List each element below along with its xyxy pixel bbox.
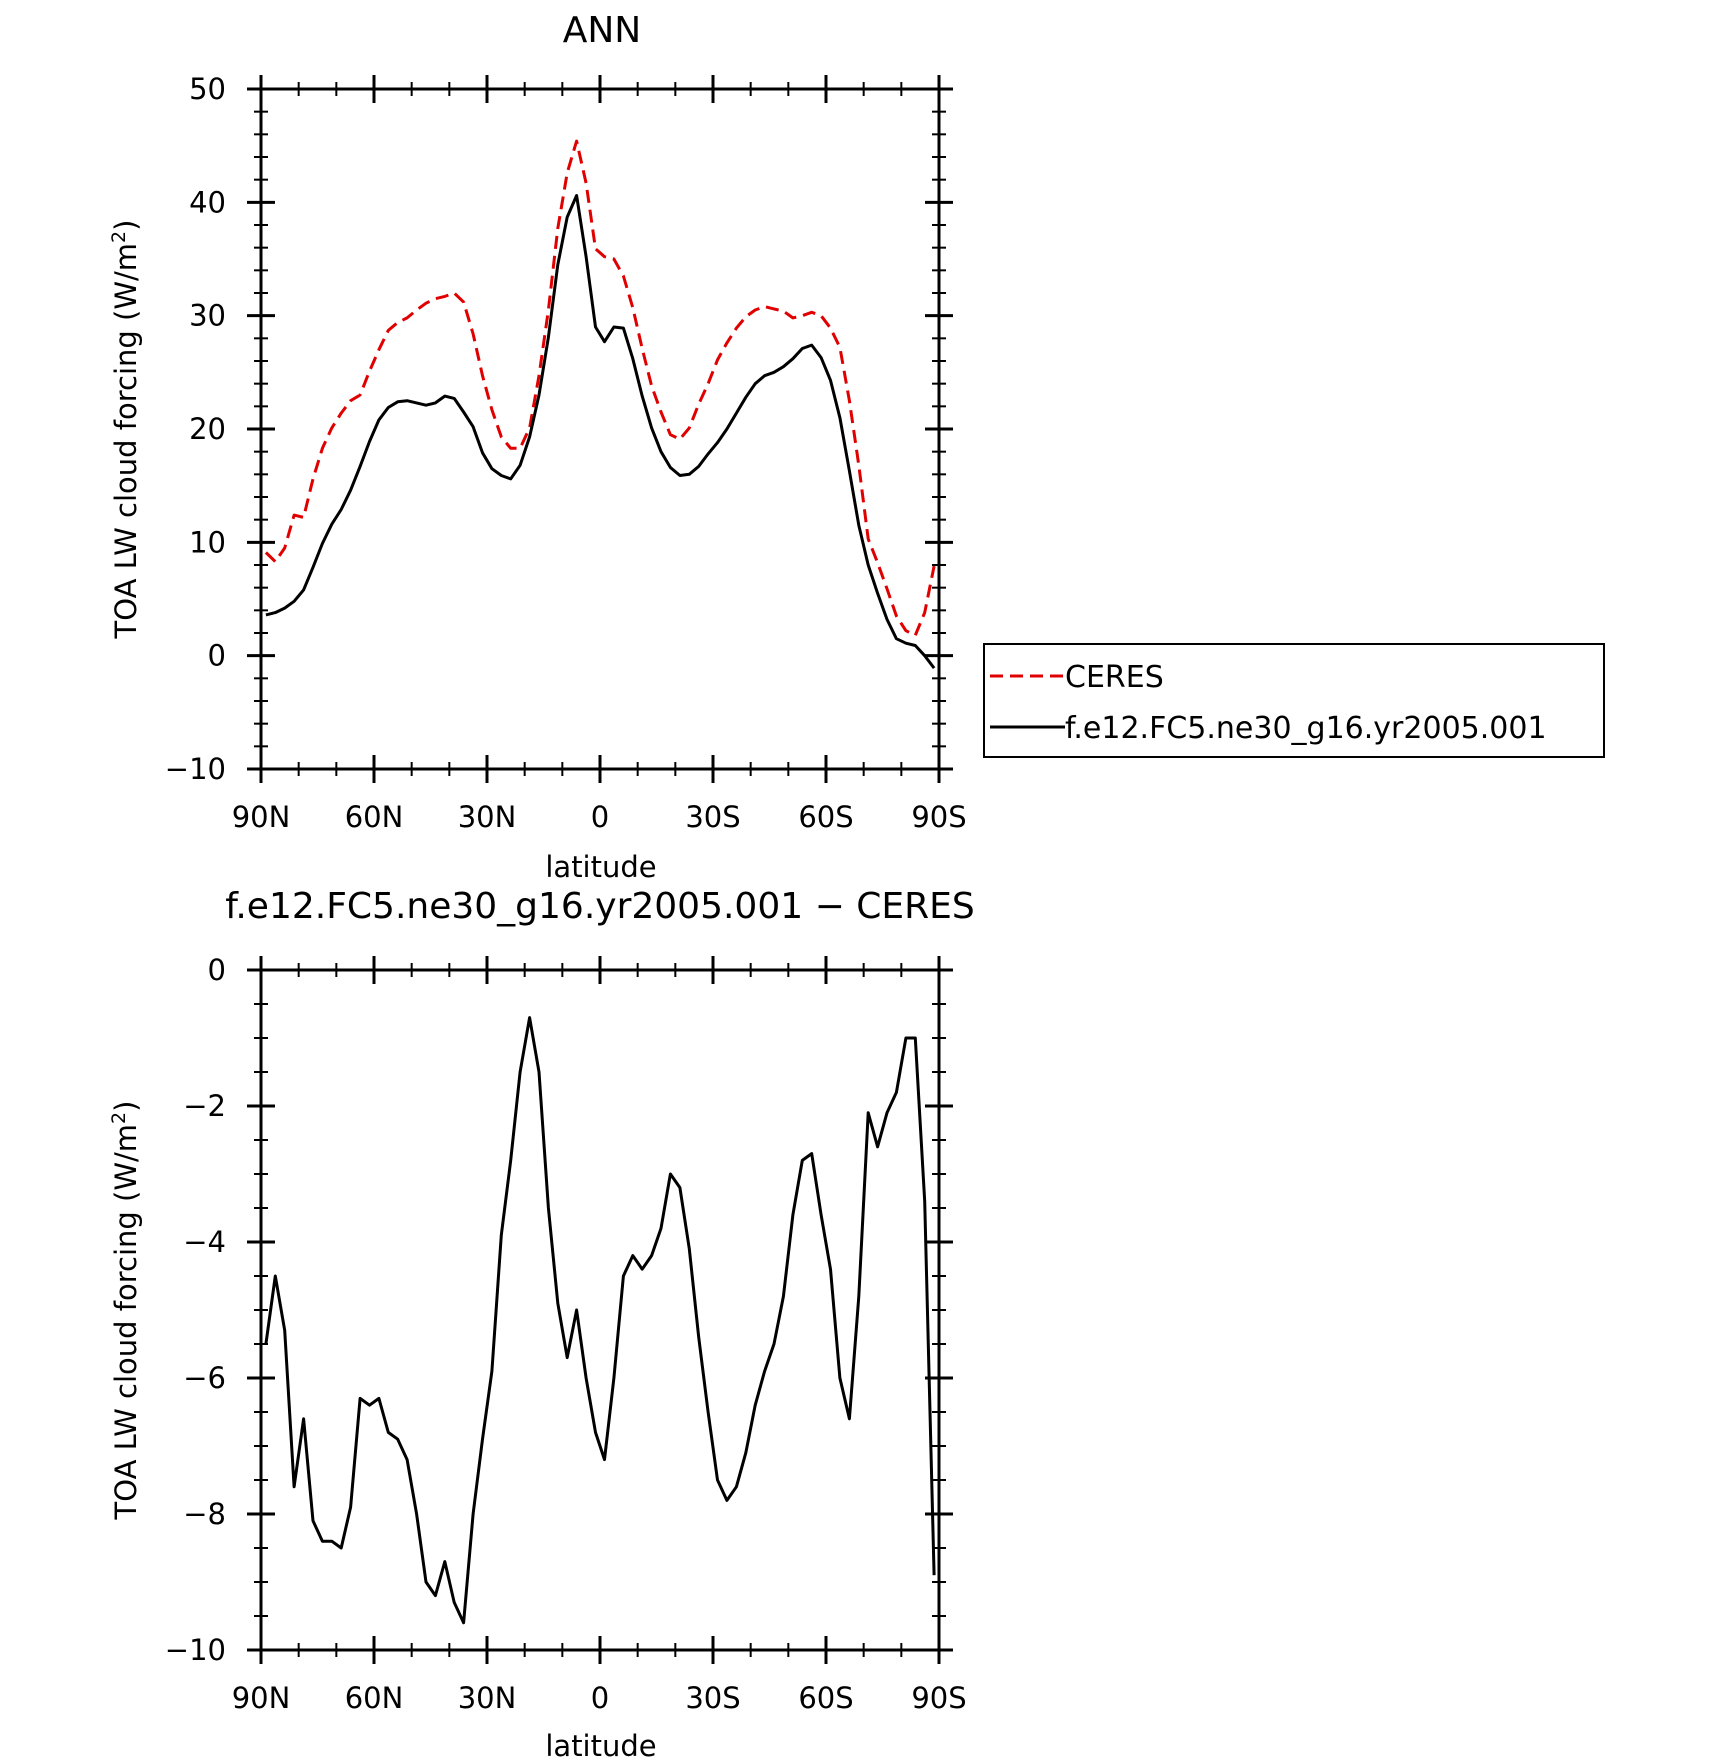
bottom-y-axis-label: TOA LW cloud forcing (W/m2) (108, 1101, 143, 1521)
bottom-panel: f.e12.FC5.ne30_g16.yr2005.001 − CERES 90… (108, 886, 975, 1762)
bottom-y-tick-labels: −10 −8 −6 −4 −2 0 (165, 953, 226, 1667)
top-y-axis-label-superscript: 2 (108, 231, 130, 243)
top-x-tick-label: 90S (911, 800, 966, 834)
top-x-tick-label: 60S (798, 800, 853, 834)
top-series-line-0 (264, 139, 936, 637)
bottom-axis-ticks (247, 956, 953, 1664)
top-x-tick-labels: 90N 60N 30N 0 30S 60S 90S (232, 800, 967, 834)
bottom-x-tick-label: 90N (232, 1681, 291, 1715)
bottom-y-axis-label-main: TOA LW cloud forcing (W/m (109, 1124, 143, 1520)
top-y-tick-label: 40 (189, 185, 226, 219)
bottom-y-tick-label: −10 (165, 1633, 226, 1667)
top-x-tick-label: 0 (591, 800, 609, 834)
top-series-line-1 (265, 194, 936, 670)
top-x-tick-label: 30N (458, 800, 517, 834)
top-y-tick-label: 10 (189, 525, 226, 559)
top-y-tick-label: 50 (189, 72, 226, 106)
bottom-y-axis-label-superscript: 2 (108, 1112, 130, 1124)
top-y-tick-label: 0 (208, 639, 226, 673)
top-x-tick-label: 30S (685, 800, 740, 834)
bottom-y-tick-label: −6 (183, 1361, 226, 1395)
bottom-x-tick-label: 60N (345, 1681, 404, 1715)
legend-box (983, 643, 1605, 758)
top-panel: ANN 90N 60N 30N 0 30S 60S 90S −10 0 10 20 30 40 50 l… (108, 10, 1605, 884)
top-y-axis-label-close: ) (109, 220, 143, 231)
top-chart-title: ANN (563, 10, 642, 51)
top-plot-frame (259, 87, 941, 771)
top-y-axis-label-main: TOA LW cloud forcing (W/m (109, 243, 143, 639)
bottom-x-tick-label: 30N (458, 1681, 517, 1715)
bottom-y-tick-label: −4 (183, 1225, 226, 1259)
top-axis-ticks (247, 75, 953, 783)
bottom-series-lines (264, 1016, 936, 1625)
bottom-y-axis-label-close: ) (109, 1101, 143, 1112)
top-x-axis-label: latitude (545, 850, 656, 884)
top-y-tick-labels: −10 0 10 20 30 40 50 (165, 72, 226, 786)
bottom-x-tick-label: 30S (685, 1681, 740, 1715)
top-series-lines (264, 139, 936, 670)
bottom-x-tick-labels: 90N 60N 30N 0 30S 60S 90S (232, 1681, 967, 1715)
bottom-x-tick-label: 0 (591, 1681, 609, 1715)
bottom-series-line-0 (264, 1016, 936, 1625)
top-x-tick-label: 60N (345, 800, 404, 834)
legend-label-ceres: CERES (1065, 660, 1164, 695)
bottom-y-tick-label: −2 (183, 1089, 226, 1123)
bottom-chart-title: f.e12.FC5.ne30_g16.yr2005.001 − CERES (225, 886, 974, 927)
legend-label-model: f.e12.FC5.ne30_g16.yr2005.001 (1065, 711, 1547, 746)
top-y-tick-label: 20 (189, 412, 226, 446)
bottom-plot-frame (259, 968, 941, 1652)
bottom-x-tick-label: 60S (798, 1681, 853, 1715)
legend: CERES f.e12.FC5.ne30_g16.yr2005.001 (983, 643, 1605, 758)
bottom-x-axis-label: latitude (545, 1729, 656, 1762)
top-x-tick-label: 90N (232, 800, 291, 834)
top-y-tick-label: −10 (165, 752, 226, 786)
bottom-x-tick-label: 90S (911, 1681, 966, 1715)
top-y-tick-label: 30 (189, 299, 226, 333)
bottom-y-tick-label: −8 (183, 1497, 226, 1531)
top-y-axis-label: TOA LW cloud forcing (W/m2) (108, 220, 143, 640)
bottom-y-tick-label: 0 (208, 953, 226, 987)
